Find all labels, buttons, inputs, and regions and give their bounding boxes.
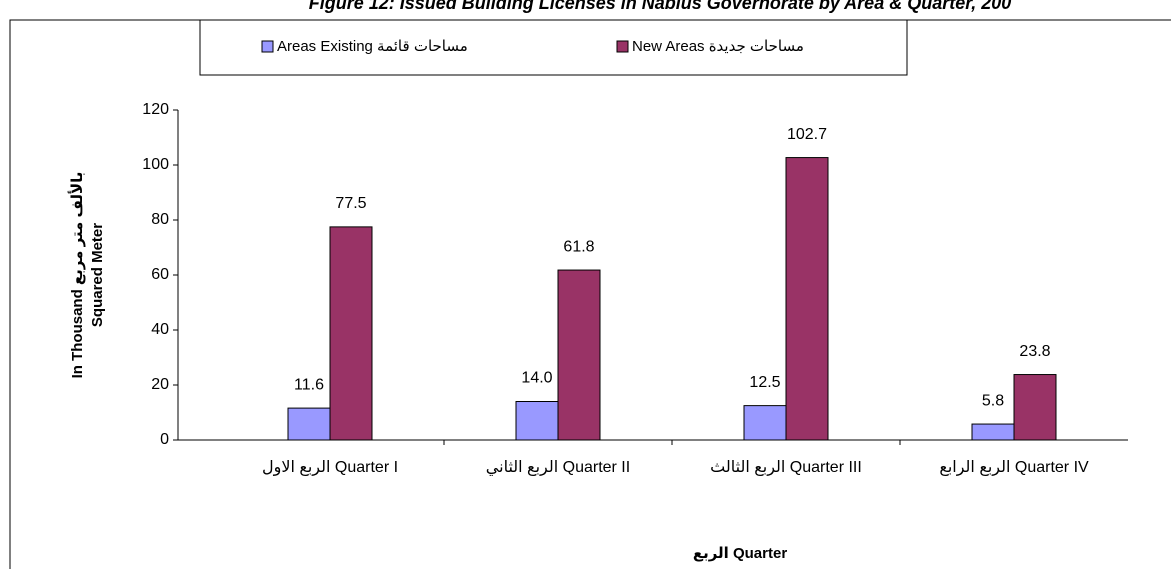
y-tick-label: 100	[142, 156, 169, 173]
y-tick-label: 0	[160, 431, 169, 448]
legend-swatch	[261, 40, 274, 53]
x-tick-label: الربع الاول Quarter I	[262, 459, 398, 477]
x-axis-label: الربع Quarter	[693, 545, 787, 562]
y-tick-label: 80	[151, 211, 169, 228]
bar	[785, 157, 829, 441]
y-axis-label-line: In Thousand بالألف متر مربع	[68, 172, 86, 379]
data-label: 77.5	[335, 195, 366, 212]
legend-label: Areas Existing مساحات قائمة	[277, 38, 468, 55]
bar	[1013, 374, 1057, 441]
data-label: 102.7	[787, 126, 827, 143]
bar	[515, 401, 559, 441]
data-label: 5.8	[982, 392, 1004, 409]
bar	[329, 226, 373, 441]
x-tick-label: الربع الثاني Quarter II	[486, 459, 630, 477]
data-label: 12.5	[749, 374, 780, 391]
y-axis-label: In Thousand بالألف متر مربع Squared Mete…	[68, 172, 106, 379]
chart-title: Figure 12: Issued Building Licenses in N…	[309, 0, 1012, 13]
y-tick-label: 60	[151, 266, 169, 283]
legend-swatch	[616, 40, 629, 53]
data-label: 61.8	[563, 238, 594, 255]
y-axis-label-line: Squared Meter	[89, 223, 106, 327]
x-tick-label: الربع الثالث Quarter III	[710, 459, 862, 477]
bar	[557, 269, 601, 441]
bar	[287, 407, 331, 441]
y-tick-label: 120	[142, 101, 169, 118]
legend-label: New Areas مساحات جديدة	[632, 38, 804, 55]
bar	[971, 423, 1015, 441]
data-label: 14.0	[521, 370, 552, 387]
data-label: 11.6	[294, 376, 324, 393]
bar	[743, 405, 787, 441]
data-label: 23.8	[1019, 343, 1050, 360]
legend-box	[199, 19, 908, 76]
x-tick-label: الربع الرابع Quarter IV	[939, 459, 1089, 477]
y-tick-label: 40	[151, 321, 169, 338]
y-tick-label: 20	[151, 376, 169, 393]
